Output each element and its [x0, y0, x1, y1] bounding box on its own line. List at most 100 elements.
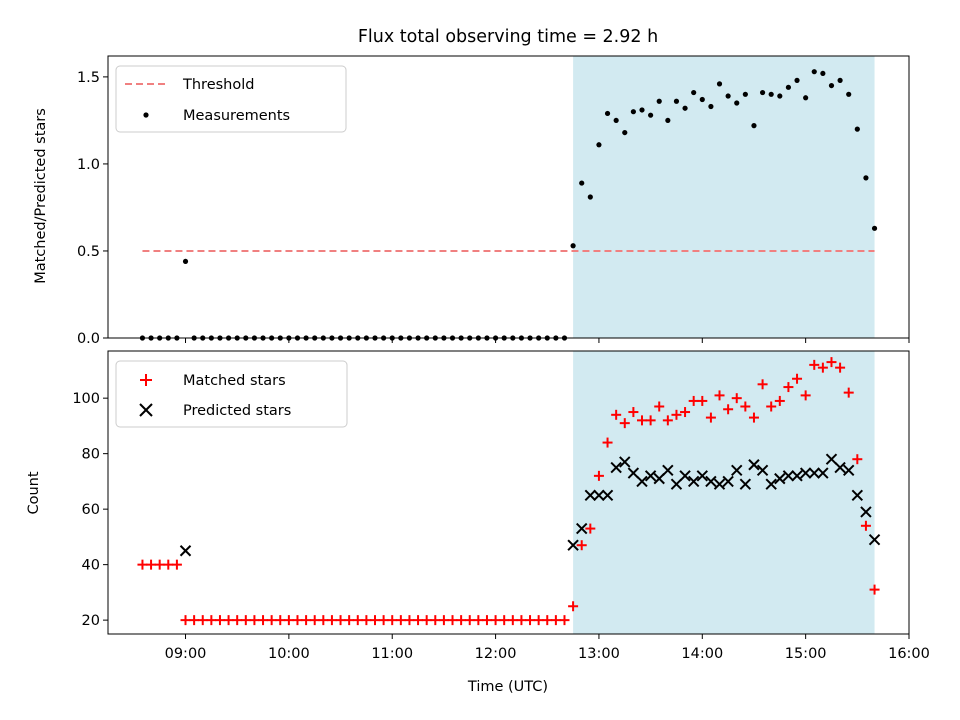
bottom-legend: Matched stars Predicted stars [115, 360, 348, 428]
matched-star-point [240, 615, 251, 626]
predicted-star-point [696, 470, 708, 482]
matched-star-point [395, 615, 406, 626]
predicted-star-point [825, 453, 838, 465]
x-tick-label: 10:00 [268, 646, 310, 662]
chart-title: Flux total observing time = 2.92 h [358, 27, 658, 47]
measurement-point [587, 194, 593, 200]
predicted-star-point [799, 467, 812, 479]
matched-star-point [266, 615, 277, 626]
matched-star-point [387, 615, 398, 626]
matched-star-point [628, 407, 639, 418]
matched-star-point [507, 615, 518, 626]
matched-star-point [232, 615, 243, 626]
measurement-point [682, 105, 688, 111]
measurement-point [846, 91, 852, 97]
matched-star-point [258, 615, 269, 626]
matched-star-point [370, 615, 380, 626]
bottom-panel: 20 40 60 80 100 09:00 10:00 11:00 12:00 13:00 14:… [26, 350, 930, 695]
matched-star-point [800, 390, 811, 401]
x-tick-label: 15:00 [785, 646, 827, 662]
predicted-star-point [636, 475, 648, 488]
matched-star-point [481, 615, 492, 626]
matched-star-point [516, 615, 527, 626]
matched-star-point [568, 601, 579, 612]
measurement-point [785, 84, 792, 90]
measurement-point [742, 91, 748, 97]
matched-star-point [723, 404, 734, 415]
bottom-y-tick-label: 40 [82, 558, 100, 574]
top-y-tick-label: 1.0 [77, 157, 100, 173]
matched-star-point [335, 615, 346, 626]
matched-stars-legend-label: Matched stars [183, 373, 286, 389]
measurement-point [570, 243, 576, 249]
top-shaded-region [573, 56, 875, 338]
matched-star-point [189, 615, 200, 626]
matched-star-point [697, 395, 708, 406]
predicted-star-point [179, 545, 192, 557]
predicted-star-point [662, 464, 674, 477]
predicted-star-point [739, 478, 752, 490]
x-tick-label: 09:00 [165, 646, 207, 662]
predicted-star-point [627, 467, 640, 479]
matched-star-point [774, 395, 785, 406]
top-y-ticks: 0.0 0.5 1.0 1.5 [77, 70, 108, 347]
measurement-point [871, 225, 878, 231]
matched-star-point [662, 415, 673, 426]
matched-star-point [740, 401, 751, 412]
bottom-y-axis-label: Count [26, 471, 42, 514]
measurement-point [673, 98, 680, 104]
matched-star-point [611, 409, 622, 420]
predicted-star-point [584, 489, 597, 501]
x-tick-label: 16:00 [888, 646, 930, 662]
x-tick-label: 12:00 [475, 646, 517, 662]
measurement-point [182, 258, 189, 265]
bottom-y-tick-label: 100 [72, 391, 100, 407]
measurement-point [716, 81, 723, 87]
predicted-star-point [576, 522, 588, 535]
top-y-axis-label: Matched/Predicted stars [33, 108, 49, 284]
matched-star-point [705, 412, 716, 423]
matched-star-point [137, 559, 148, 570]
matched-star-point [197, 615, 208, 626]
measurement-point [699, 96, 705, 103]
matched-star-point [860, 520, 871, 531]
measurement-point [725, 93, 731, 99]
matched-star-point [792, 373, 803, 384]
matched-star-point [766, 401, 777, 412]
predicted-star-point [610, 461, 622, 474]
predicted-star-point [601, 489, 614, 501]
predicted-star-point [782, 470, 795, 482]
matched-star-point [499, 615, 510, 626]
matched-star-point [146, 559, 157, 570]
measurement-point [734, 100, 740, 106]
top-axes-frame [107, 55, 910, 339]
matched-star-point [180, 615, 191, 626]
measurement-point [863, 175, 869, 181]
matched-star-point [757, 379, 768, 390]
predicted-star-point [748, 459, 760, 471]
predicted-stars-points [179, 453, 881, 557]
measurement-point [837, 77, 843, 83]
matched-star-point [525, 615, 536, 626]
predicted-star-point [705, 475, 717, 488]
measurements-points [139, 69, 878, 341]
top-panel: 0.0 0.5 1.0 1.5 Matched/Predicted stars Thr… [33, 55, 910, 347]
predicted-star-point [593, 489, 605, 501]
matched-star-point [326, 615, 337, 626]
bottom-shaded-region [573, 351, 875, 634]
x-axis-label: Time (UTC) [467, 679, 548, 695]
measurements-legend-label: Measurements [183, 108, 290, 124]
matched-star-point [292, 615, 303, 626]
matched-star-point [473, 615, 484, 626]
matched-star-point [731, 393, 742, 404]
predicted-star-point [567, 539, 579, 551]
measurement-point [691, 89, 697, 96]
predicted-star-point [860, 506, 872, 518]
matched-star-point [688, 395, 699, 406]
matched-star-point [404, 615, 415, 626]
matched-star-point [275, 615, 286, 626]
matched-star-point [835, 362, 846, 373]
matched-star-point [361, 615, 372, 626]
predicted-star-point [774, 472, 786, 485]
